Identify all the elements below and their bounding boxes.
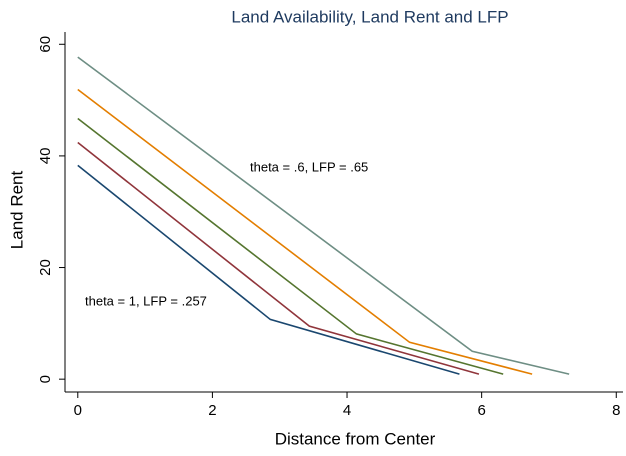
annotation: theta = .6, LFP = .65 [250, 159, 368, 174]
x-axis-title: Distance from Center [275, 429, 436, 448]
x-tick-label: 4 [343, 402, 351, 419]
y-axis-title: Land Rent [7, 170, 26, 249]
series-line [77, 117, 504, 375]
y-tick-label: 60 [37, 36, 54, 53]
x-tick-label: 8 [612, 402, 620, 419]
chart-title: Land Availability, Land Rent and LFP [231, 7, 508, 26]
series-line [77, 56, 570, 375]
y-tick-label: 0 [37, 375, 54, 383]
x-tick-label: 6 [477, 402, 485, 419]
y-tick-label: 20 [37, 259, 54, 276]
series-line [77, 88, 533, 375]
x-tick-label: 0 [74, 402, 82, 419]
y-tick-label: 40 [37, 148, 54, 165]
annotation: theta = 1, LFP = .257 [85, 293, 207, 308]
x-tick-label: 2 [208, 402, 216, 419]
series-line [77, 141, 480, 375]
series-line [77, 164, 460, 375]
